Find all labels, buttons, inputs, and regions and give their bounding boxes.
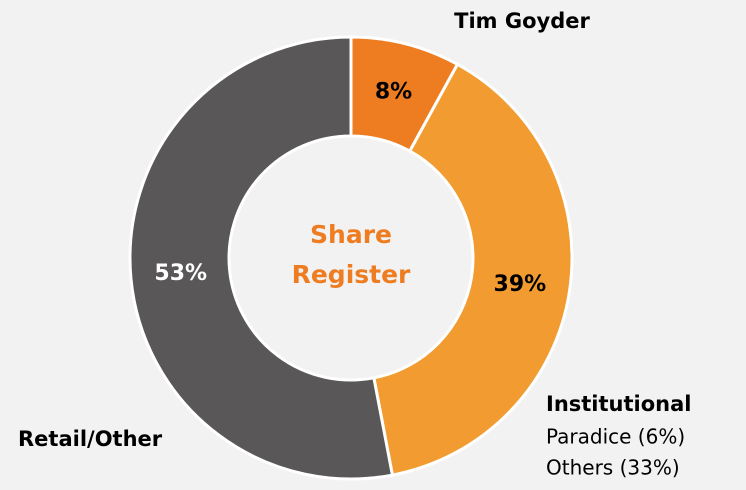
category-label: Retail/Other: [18, 427, 163, 451]
center-text: Share: [310, 220, 392, 249]
category-label: Institutional: [546, 392, 691, 416]
annotation: Others (33%): [546, 456, 680, 480]
donut-slice: [372, 62, 574, 477]
annotation: Paradice (6%): [546, 425, 685, 449]
donut-slice: [128, 35, 395, 481]
data-label: 8%: [375, 79, 412, 104]
data-label: 39%: [494, 272, 547, 297]
data-label: 53%: [154, 261, 207, 286]
category-label: Tim Goyder: [454, 9, 590, 33]
center-text: Register: [292, 260, 411, 289]
